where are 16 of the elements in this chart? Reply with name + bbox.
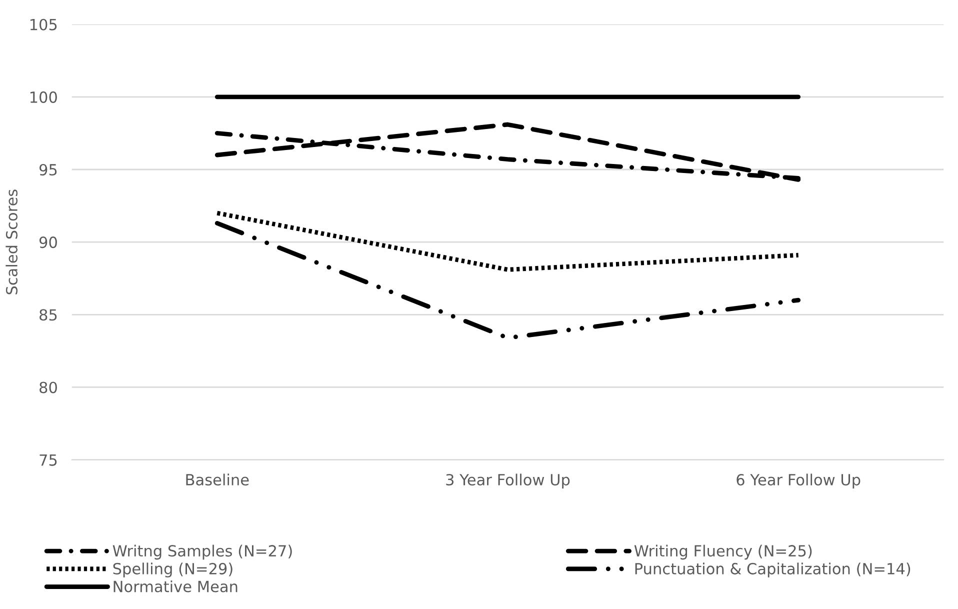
y-tick-label: 80 [40,382,57,394]
legend-label: Normative Mean [114,580,238,592]
x-tick-label: Baseline [186,474,249,486]
y-tick-label: 90 [39,236,57,248]
legend-label: Spelling (N=29) [113,562,232,578]
y-tick-label: 85 [40,309,57,321]
legend-label: Punctuation & Capitalization (N=14) [635,562,910,578]
x-tick-label: 6 Year Follow Up [736,474,860,488]
y-axis-title: Scaled Scores [6,190,18,294]
y-tick-label: 95 [39,164,57,176]
legend-label: Writing Fluency (N=25) [634,544,812,560]
y-tick-label: 75 [40,454,57,466]
x-tick-label: 3 Year Follow Up [446,474,570,488]
y-tick-label: 105 [30,18,57,30]
y-tick-label: 100 [30,91,57,103]
legend-label: Writng Samples (N=27) [112,544,292,560]
